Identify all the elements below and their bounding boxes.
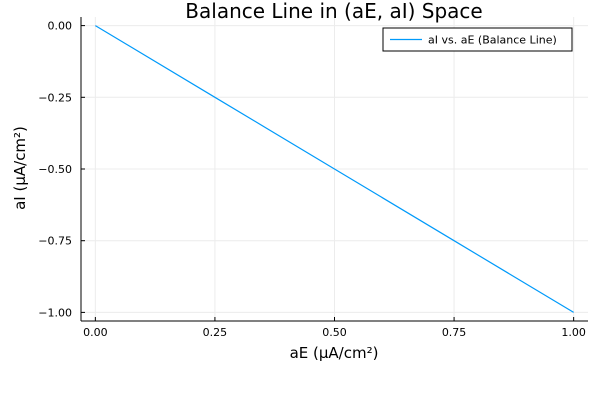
y-tick-label-1: −0.25: [38, 91, 72, 104]
x-tick-label-4: 1.00: [561, 326, 586, 339]
y-tick-label-4: −1.00: [38, 306, 72, 319]
y-ticks: 0.00 −0.25 −0.50 −0.75 −1.00: [38, 20, 85, 319]
series-layer: [95, 25, 574, 313]
chart-title: Balance Line in (aE, aI) Space: [185, 0, 482, 23]
series-line-0: [95, 25, 574, 313]
x-ticks: 0.00 0.25 0.50 0.75 1.00: [83, 317, 586, 339]
y-tick-label-2: −0.50: [38, 163, 72, 176]
legend: aI vs. aE (Balance Line): [382, 27, 573, 52]
legend-box: [382, 27, 573, 52]
x-tick-label-3: 0.75: [442, 326, 467, 339]
y-tick-label-0: 0.00: [48, 20, 73, 33]
x-tick-label-2: 0.50: [322, 326, 347, 339]
y-axis-label: aI (μA/cm²): [11, 126, 29, 210]
x-tick-label-1: 0.25: [203, 326, 228, 339]
legend-entry-label: aI vs. aE (Balance Line): [428, 34, 557, 47]
grid: [81, 17, 588, 321]
x-axis-label: aE (μA/cm²): [290, 344, 379, 362]
y-tick-label-3: −0.75: [38, 235, 72, 248]
x-tick-label-0: 0.00: [83, 326, 108, 339]
